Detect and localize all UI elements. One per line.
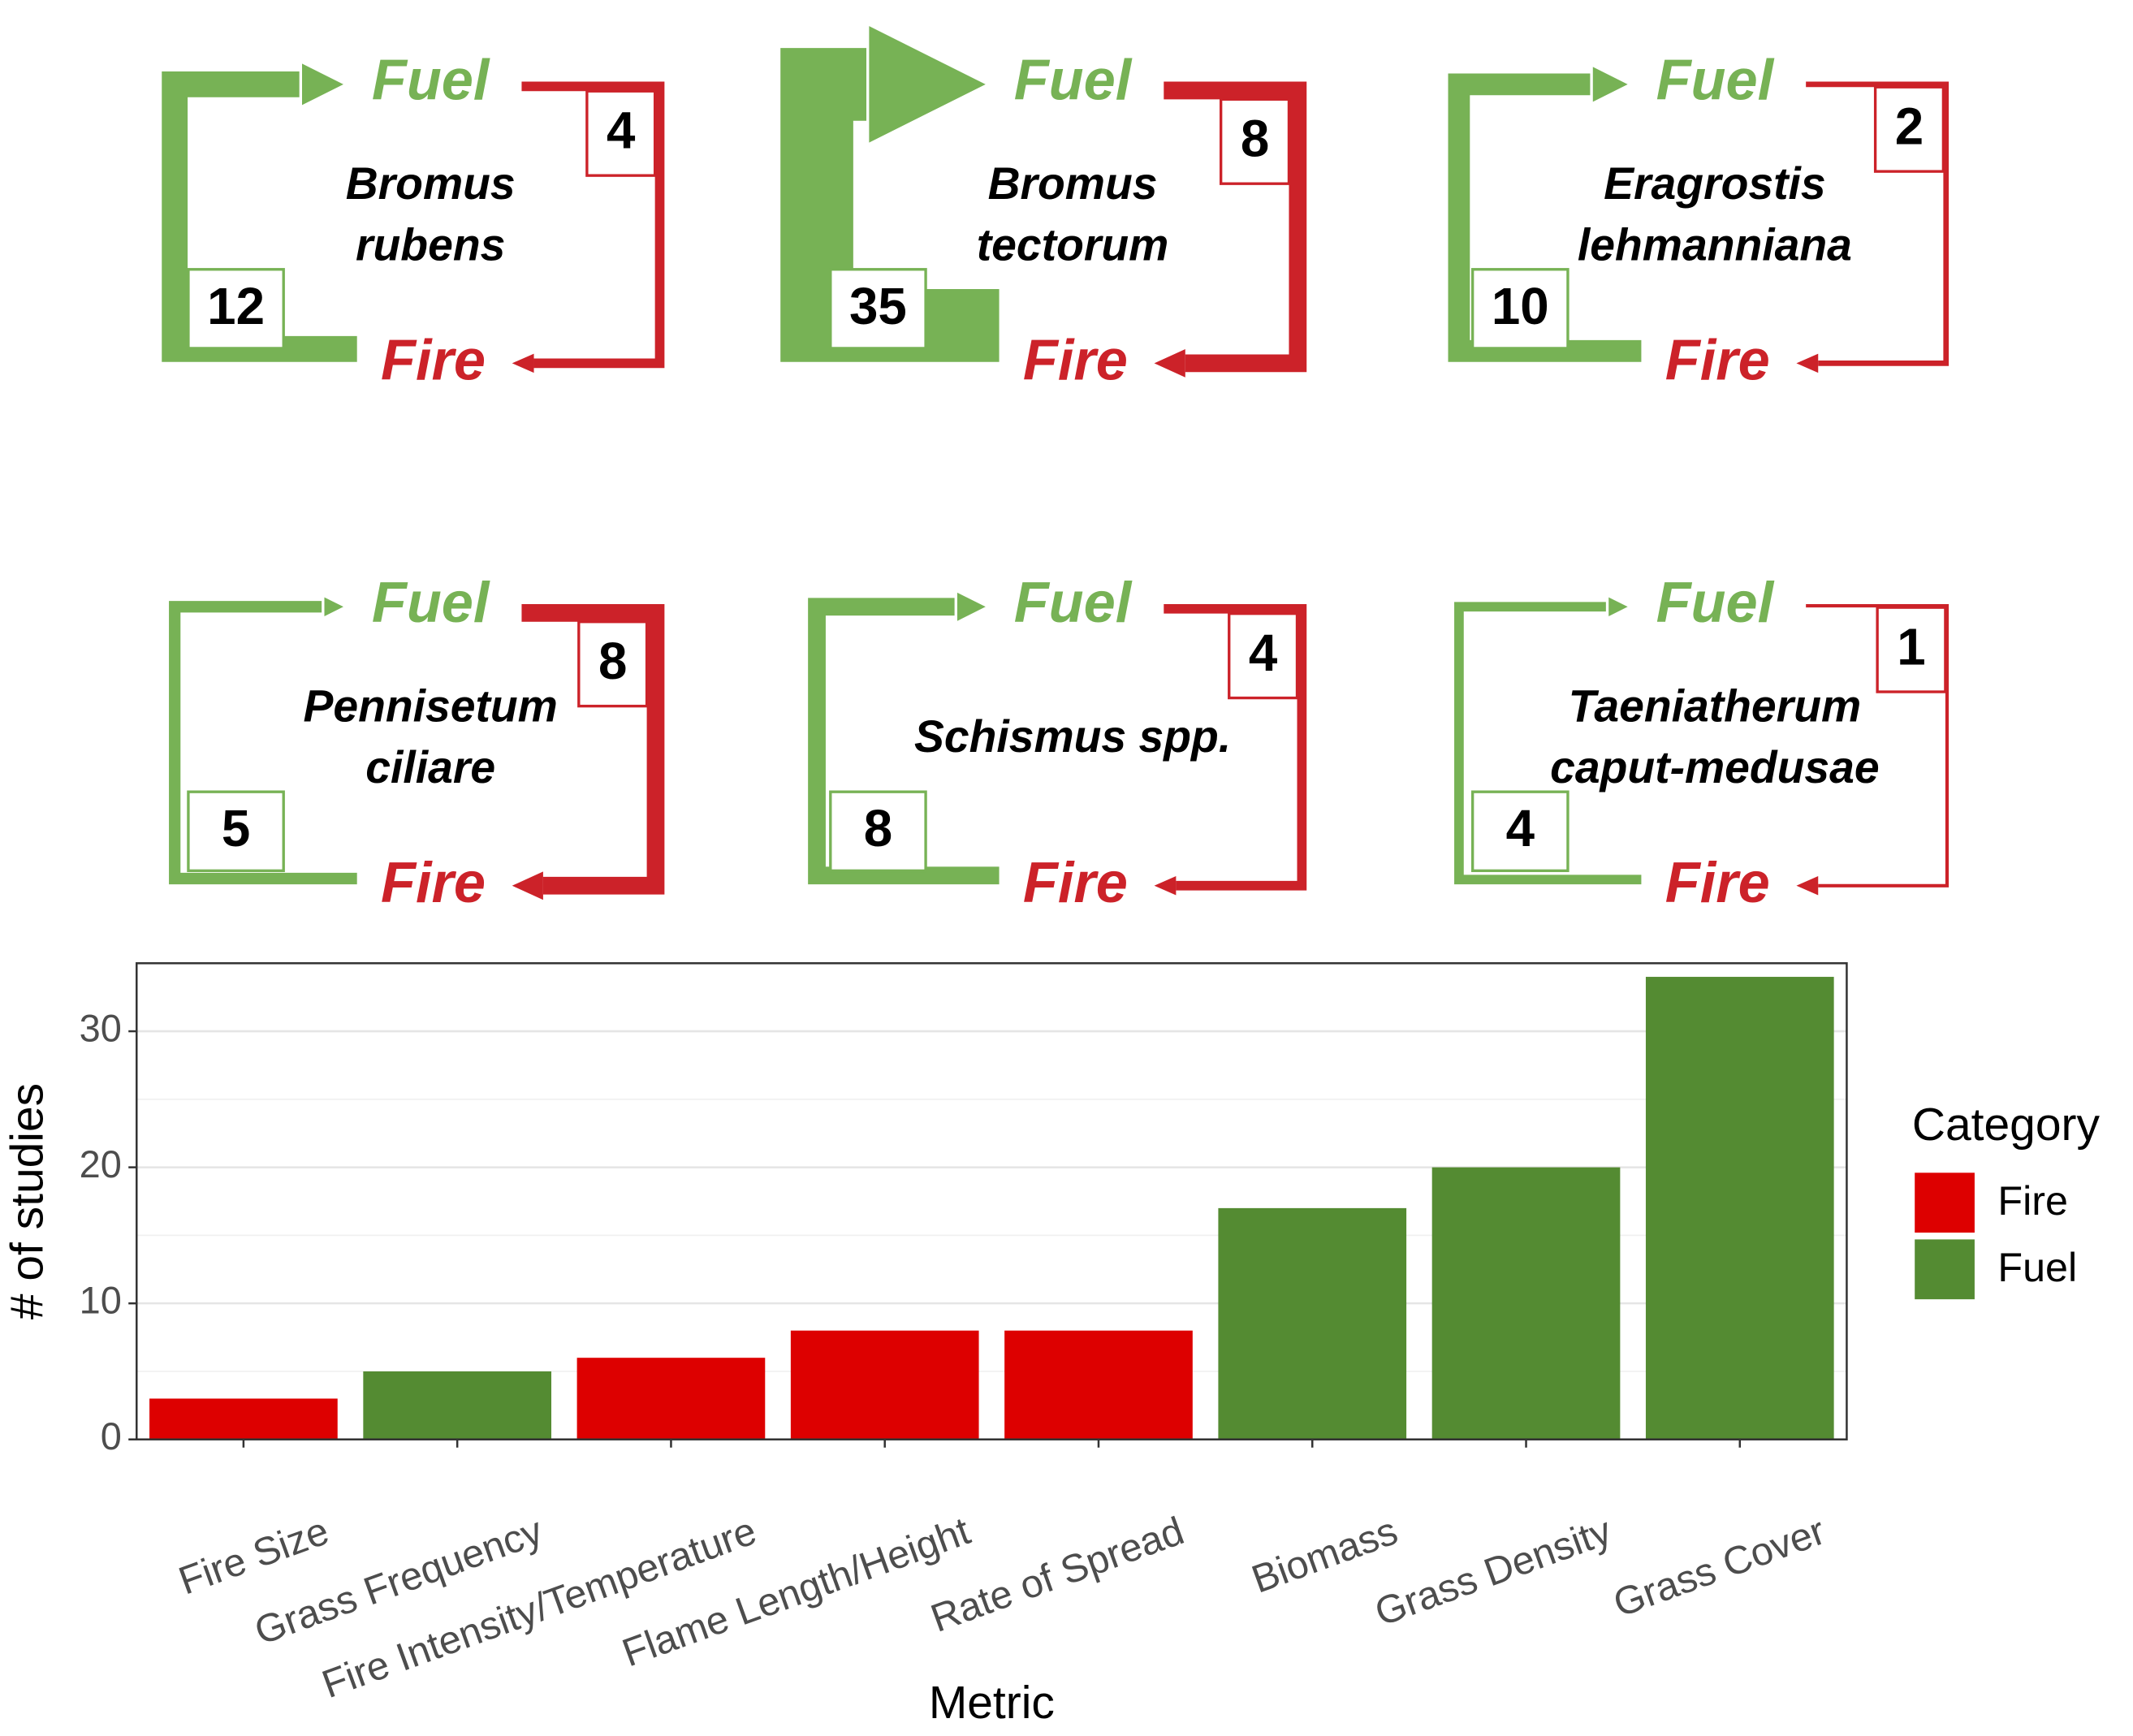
fire-to-fuel-arrowhead — [302, 63, 343, 106]
count-box — [829, 790, 927, 873]
fuel-to-fire-arrowhead — [1154, 876, 1177, 896]
x-axis-title: Metric — [929, 1677, 1055, 1729]
fuel-to-fire-arrowhead — [1796, 353, 1819, 374]
feedback-diagram: Fuel Fire Taeniatherum caput-medusae 4 1 — [1454, 570, 1949, 914]
fuel-to-fire-arrowhead — [512, 871, 543, 900]
fire-label: Fire — [1665, 328, 1770, 392]
plot-border — [136, 962, 1848, 1440]
fuel-to-fire-count: 8 — [598, 633, 627, 690]
species-name: rubens — [356, 219, 505, 270]
bar — [1645, 977, 1834, 1440]
fire-to-fuel-arrowhead — [956, 592, 986, 621]
fuel-to-fire-arrow — [1164, 81, 1307, 373]
fuel-label: Fuel — [372, 570, 490, 634]
fuel-to-fire-count: 2 — [1895, 98, 1924, 156]
count-box — [187, 790, 285, 873]
fire-label: Fire — [1023, 850, 1128, 914]
fire-to-fuel-count: 35 — [849, 278, 907, 335]
bar — [149, 1398, 338, 1440]
bar — [576, 1358, 766, 1440]
count-box — [1219, 97, 1291, 185]
count-box — [829, 268, 927, 350]
fire-to-fuel-arrowhead — [1592, 67, 1628, 102]
bar — [790, 1330, 979, 1440]
count-box — [1470, 268, 1570, 350]
count-box — [585, 89, 657, 177]
species-name: Taeniatherum — [1569, 680, 1861, 731]
fuel-label: Fuel — [372, 47, 490, 111]
fire-label: Fire — [1023, 328, 1128, 392]
fire-to-fuel-count: 4 — [1506, 800, 1535, 857]
species-name: lehmanniana — [1578, 219, 1852, 270]
fuel-to-fire-arrow — [1806, 81, 1949, 366]
legend-key — [1915, 1239, 1975, 1300]
y-tick-label: 30 — [80, 1007, 122, 1049]
fuel-to-fire-arrowhead — [1796, 876, 1819, 896]
fire-to-fuel-arrowhead — [324, 597, 343, 617]
fuel-to-fire-arrow — [1164, 603, 1307, 891]
feedback-diagram: Fuel Fire Schismus spp. 8 4 — [808, 570, 1307, 914]
fuel-to-fire-count: 4 — [607, 102, 636, 160]
legend-label: Fire — [1997, 1178, 2068, 1224]
bar — [1218, 1207, 1407, 1440]
fire-to-fuel-count: 12 — [207, 278, 265, 335]
species-name: Bromus — [346, 158, 516, 209]
feedback-diagram: Fuel Fire Bromus tectorum 35 8 — [780, 26, 1307, 392]
feedback-diagram: Fuel Fire Eragrostis lehmanniana 10 2 — [1448, 47, 1949, 392]
bar — [1431, 1167, 1621, 1440]
fuel-label: Fuel — [1014, 47, 1133, 111]
legend-label: Fuel — [1997, 1245, 2077, 1290]
count-box — [577, 620, 649, 708]
count-box — [1470, 790, 1570, 873]
species-name: Bromus — [988, 158, 1158, 209]
species-name: tectorum — [977, 219, 1169, 270]
y-tick-label: 0 — [101, 1415, 122, 1457]
fire-to-fuel-arrow — [808, 598, 1000, 885]
feedback-diagram: Fuel Fire Bromus rubens 12 4 — [162, 47, 665, 392]
y-tick-label: 20 — [80, 1143, 122, 1185]
fuel-to-fire-arrowhead — [512, 353, 534, 374]
count-box — [187, 268, 285, 350]
fuel-label: Fuel — [1656, 570, 1775, 634]
y-tick-label: 10 — [80, 1280, 122, 1322]
bar — [1004, 1330, 1193, 1440]
fire-to-fuel-arrow — [1448, 73, 1642, 362]
legend-title: Category — [1912, 1099, 2101, 1151]
fuel-to-fire-count: 8 — [1241, 110, 1269, 168]
fire-label: Fire — [1665, 850, 1770, 914]
fire-label: Fire — [381, 328, 486, 392]
fuel-to-fire-count: 1 — [1897, 619, 1925, 676]
species-name: Schismus spp. — [914, 711, 1231, 762]
fire-to-fuel-count: 8 — [864, 800, 892, 857]
species-name: Eragrostis — [1604, 158, 1825, 209]
fuel-label: Fuel — [1656, 47, 1775, 111]
fuel-to-fire-arrow — [521, 81, 665, 369]
fire-label: Fire — [381, 850, 486, 914]
fire-to-fuel-arrow — [169, 601, 357, 885]
fire-to-fuel-arrowhead — [1608, 597, 1628, 617]
bar — [363, 1371, 552, 1440]
fire-to-fuel-count: 10 — [1492, 278, 1549, 335]
count-box — [1228, 611, 1299, 700]
count-box — [1876, 606, 1947, 693]
species-name: caput-medusae — [1550, 742, 1880, 792]
fire-to-fuel-count: 5 — [222, 800, 250, 857]
fuel-to-fire-count: 4 — [1249, 624, 1278, 682]
fuel-to-fire-arrowhead — [1154, 348, 1185, 378]
feedback-diagram: Fuel Fire Pennisetum ciliare 5 8 — [169, 570, 665, 914]
species-name: Pennisetum — [304, 680, 558, 731]
fire-to-fuel-arrow — [1454, 602, 1642, 885]
y-axis-title: # of studies — [2, 1083, 54, 1319]
fire-to-fuel-arrowhead — [869, 26, 986, 143]
fuel-to-fire-arrow — [1806, 603, 1949, 887]
count-box — [1873, 85, 1945, 173]
fuel-label: Fuel — [1014, 570, 1133, 634]
species-name: ciliare — [365, 742, 495, 792]
legend-key — [1915, 1172, 1975, 1233]
fuel-to-fire-arrow — [521, 603, 665, 895]
